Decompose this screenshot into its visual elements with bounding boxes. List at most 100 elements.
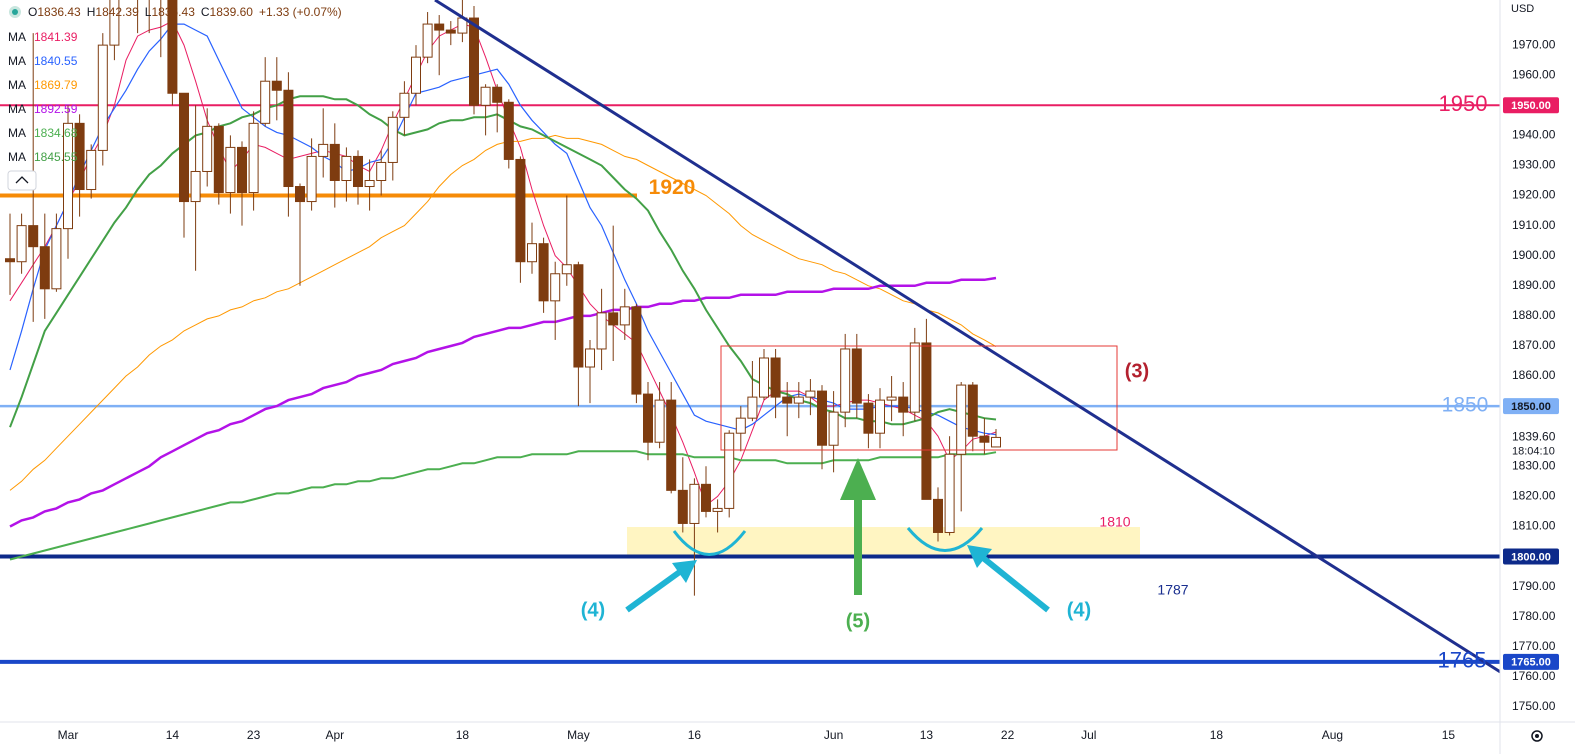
candle-body <box>411 56 421 94</box>
ohlc-value: 1836.43 <box>37 5 81 19</box>
legend-value: 1840.55 <box>34 54 78 68</box>
settings-icon[interactable] <box>1531 730 1543 742</box>
moving-average <box>9 134 997 491</box>
candle-body <box>863 402 874 434</box>
candle-body <box>260 80 271 124</box>
bottom-arc <box>672 530 747 556</box>
candle-body <box>445 29 456 34</box>
arrow <box>625 568 683 613</box>
candle-body <box>701 483 711 512</box>
x-tick-label: 18 <box>1210 728 1224 742</box>
candle-body <box>596 312 607 350</box>
y-tick-label: 1790.00 <box>1512 579 1556 593</box>
candle-body <box>724 432 735 509</box>
y-tick-label: 1960.00 <box>1512 67 1556 81</box>
candle-body <box>237 146 247 194</box>
price-tag-label: 1800.00 <box>1511 551 1551 563</box>
candle-body <box>875 399 885 434</box>
candle-body <box>74 122 85 191</box>
legend-name: MA <box>8 54 26 68</box>
candle-body <box>283 89 294 188</box>
currency[interactable]: USD <box>1511 3 1535 15</box>
candle-body <box>492 86 503 103</box>
candle-body <box>16 225 27 263</box>
level-label: 1950 <box>1439 91 1488 116</box>
ohlc-key: O <box>28 5 38 19</box>
collapse-icon <box>15 176 29 184</box>
candle-body <box>573 264 584 368</box>
candle-body <box>503 101 514 160</box>
legend-name: MA <box>8 102 26 116</box>
y-tick-label: 1820.00 <box>1512 489 1556 503</box>
annotation: (3) <box>1125 360 1149 382</box>
ohlc-value: 1836.43 <box>151 5 195 19</box>
candle-body <box>677 489 688 524</box>
status-icon <box>9 6 21 18</box>
level-label: 1850 <box>1442 394 1489 417</box>
candle-body <box>712 507 723 512</box>
candle-body <box>271 80 282 91</box>
candle-body <box>469 17 479 106</box>
legend-value: 1892.59 <box>34 102 78 116</box>
annotation: (4) <box>1067 599 1091 621</box>
legend-value: 1834.68 <box>34 126 78 140</box>
annotation: 1787 <box>1157 582 1188 598</box>
candle-body <box>561 264 572 275</box>
candle-body <box>666 399 677 491</box>
x-tick-label: Aug <box>1322 728 1343 742</box>
level-label: 1920 <box>649 176 696 199</box>
arrow <box>980 554 1050 613</box>
moving-average <box>9 95 997 428</box>
legend-name: MA <box>8 150 26 164</box>
arrow-head <box>672 560 697 583</box>
y-tick-label: 1920.00 <box>1512 188 1556 202</box>
legend-item: MA 1834.68 <box>8 124 77 148</box>
ohlc-key: C <box>200 5 210 19</box>
candle-body <box>5 258 15 263</box>
y-tick-label: 1870.00 <box>1512 338 1556 352</box>
candle-body <box>631 306 642 395</box>
legend-value: 1869.79 <box>34 78 78 92</box>
candle-body <box>341 155 352 181</box>
annotation: 1810 <box>1099 514 1130 530</box>
legend-name: MA <box>8 30 26 44</box>
arrow-head <box>967 545 992 568</box>
candle-body <box>979 435 990 443</box>
y-tick-label: 1760.00 <box>1512 669 1556 683</box>
candle-body <box>619 306 630 326</box>
candle-body <box>770 357 781 398</box>
ohlc: C1839.60 <box>201 5 253 19</box>
candle-body <box>190 170 201 203</box>
candle-body <box>991 436 1001 448</box>
candle-body <box>376 161 387 181</box>
ohlc-value: 1839.60 <box>209 5 253 19</box>
bottom-arc <box>906 527 984 552</box>
candle-body <box>248 122 259 194</box>
candle-body <box>39 246 50 290</box>
candle-body <box>225 146 236 194</box>
collapse-button[interactable] <box>7 170 37 191</box>
candle-body <box>944 453 955 533</box>
y-tick-label: 1940.00 <box>1512 128 1556 142</box>
y-tick-label: 1830.00 <box>1512 458 1556 472</box>
legend-item: MA 1892.59 <box>8 100 77 124</box>
legend-item: MA 1869.79 <box>8 76 77 100</box>
price-tag <box>1503 653 1559 670</box>
candle-body <box>202 125 213 172</box>
candle-body <box>538 243 549 302</box>
x-tick-label: 15 <box>1442 728 1456 742</box>
candle-body <box>51 228 62 290</box>
candle-body <box>550 273 561 302</box>
candle-body <box>306 155 317 203</box>
candle-body <box>828 411 839 446</box>
moving-average <box>9 450 997 561</box>
candle-body <box>817 390 827 446</box>
candle-body <box>353 155 363 188</box>
price-tag <box>1503 97 1559 114</box>
y-tick-label: 1750.00 <box>1512 699 1556 713</box>
moving-average <box>9 20 997 507</box>
y-tick-label: 1970.00 <box>1512 37 1556 51</box>
legend-item: MA 1840.55 <box>8 52 77 76</box>
